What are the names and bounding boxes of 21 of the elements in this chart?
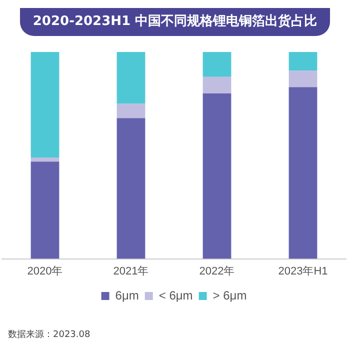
bar [202, 76, 232, 94]
bar [30, 162, 60, 259]
legend-label: > 6μm [212, 288, 247, 302]
bar [30, 52, 60, 158]
bar [30, 157, 60, 162]
chart-title: 2020-2023H1 中国不同规格锂电铜箔出货占比 [20, 8, 330, 36]
x-tick-label: 2023年H1 [278, 265, 328, 278]
bar [288, 52, 318, 71]
bar [288, 87, 318, 259]
bar [116, 104, 146, 118]
bar [202, 93, 232, 259]
legend-label: < 6μm [158, 288, 193, 302]
bar [202, 52, 232, 77]
x-tick-label: 2020年 [27, 265, 63, 278]
bar [288, 70, 318, 88]
x-tick-label: 2022年 [199, 265, 235, 278]
legend-label: 6μm [115, 288, 139, 302]
bar [116, 52, 146, 104]
source-note: 数据来源：2023.08 [8, 328, 90, 341]
x-tick-label: 2021年 [113, 265, 149, 278]
bar [116, 118, 146, 259]
